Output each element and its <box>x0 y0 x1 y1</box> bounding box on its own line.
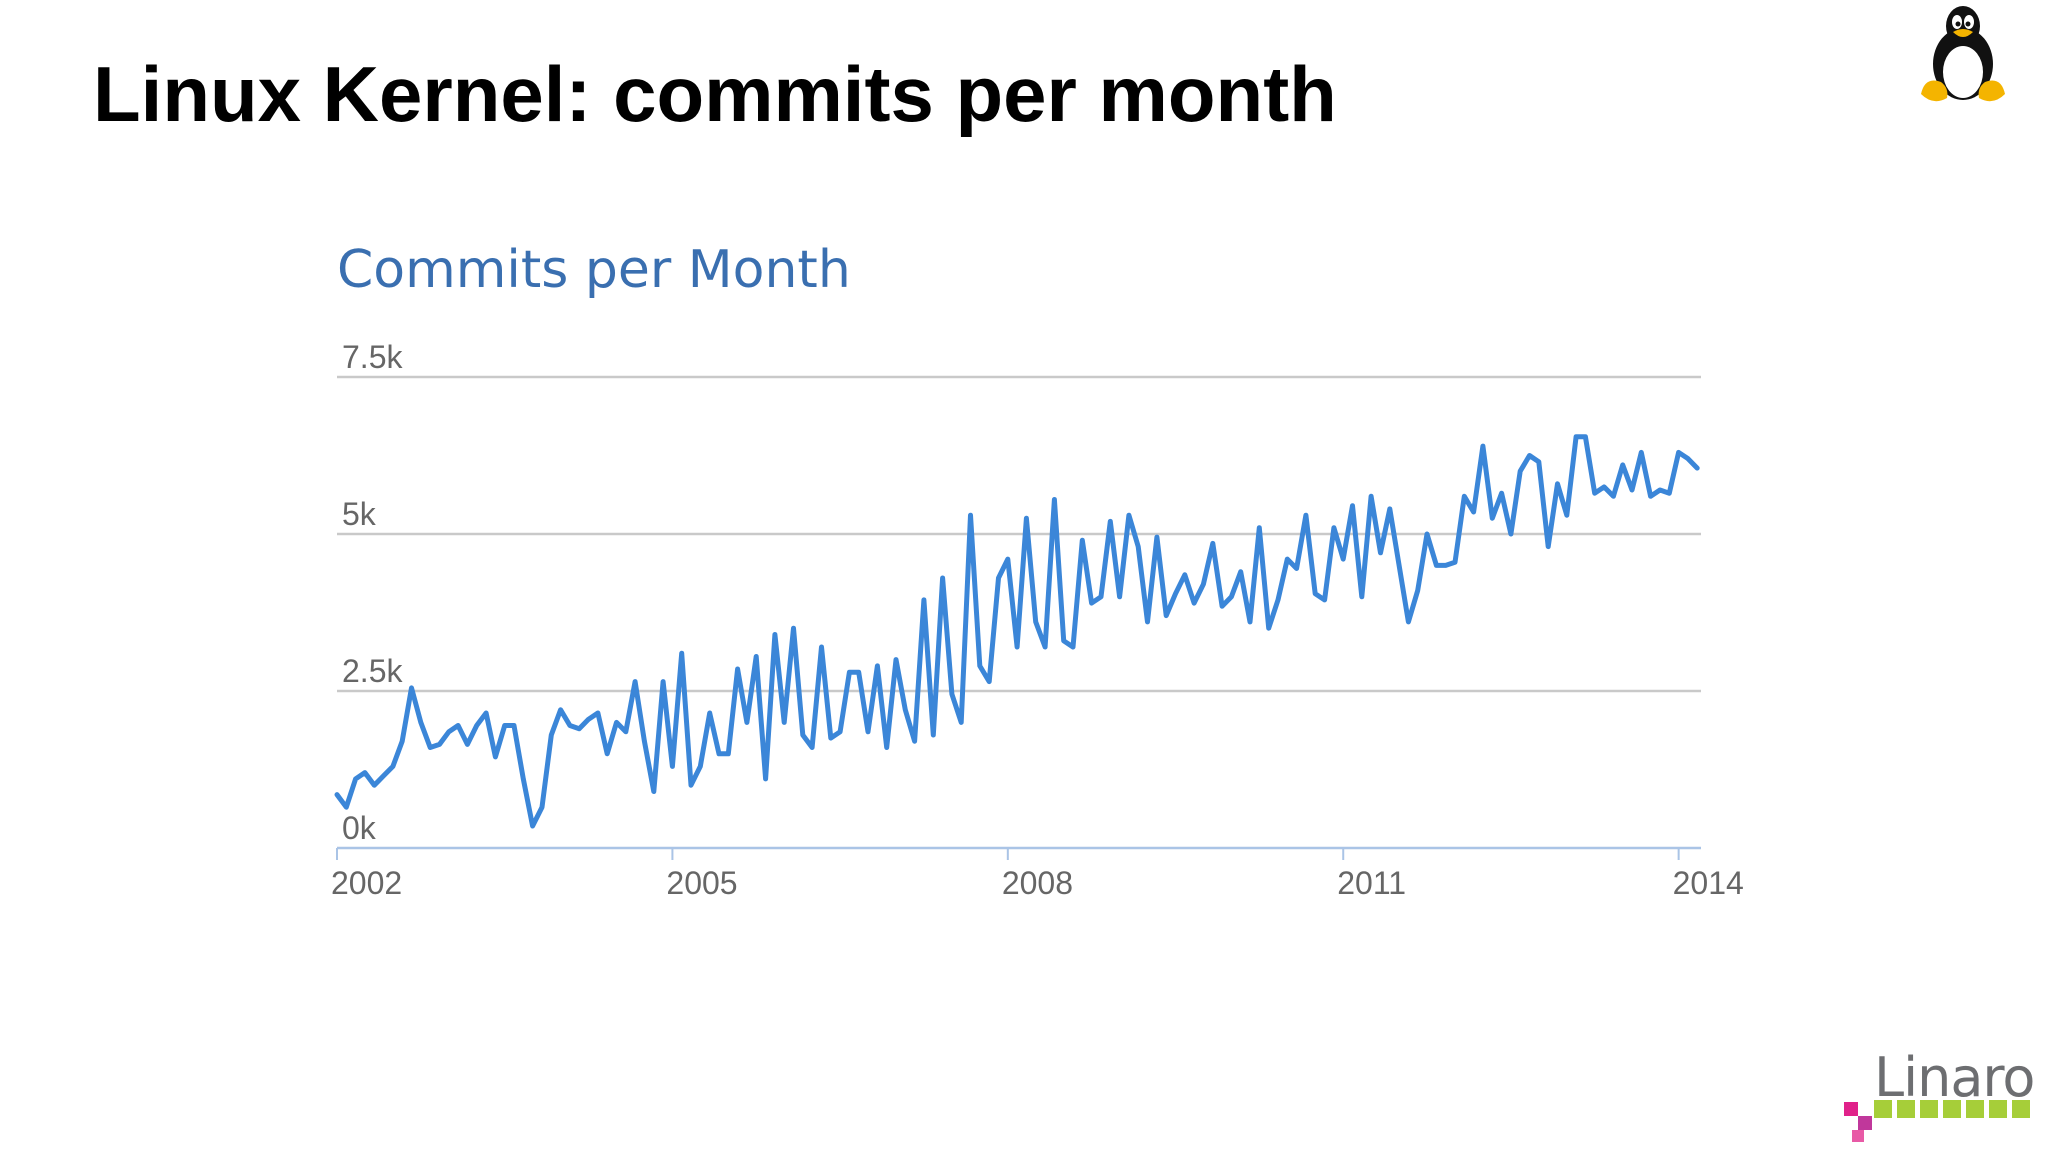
tux-penguin-icon <box>1921 6 2005 102</box>
series-layer <box>334 434 1700 829</box>
series-line <box>334 434 1700 829</box>
logo-square <box>1943 1100 1961 1118</box>
y-tick-label: 7.5k <box>342 339 403 375</box>
linaro-logo-icon <box>1844 1100 2030 1142</box>
logo-square <box>1989 1100 2007 1118</box>
x-tick-label: 2005 <box>666 865 737 901</box>
logo-square <box>1920 1100 1938 1118</box>
linaro-logo-text: Linaro <box>1874 1046 2035 1109</box>
chart-title: Commits per Month <box>337 240 851 300</box>
logo-square <box>2012 1100 2030 1118</box>
logo-square <box>1858 1116 1872 1130</box>
x-tick-labels: 2002 2005 2008 2011 2014 <box>331 848 1744 901</box>
logo-square <box>1966 1100 1984 1118</box>
logo-square <box>1874 1100 1892 1118</box>
y-tick-label: 0k <box>342 810 377 846</box>
logo-square <box>1852 1130 1864 1142</box>
logo-square <box>1897 1100 1915 1118</box>
x-tick-label: 2002 <box>331 865 402 901</box>
x-tick-label: 2014 <box>1673 865 1744 901</box>
x-tick-label: 2011 <box>1337 865 1406 901</box>
x-tick-label: 2008 <box>1002 865 1073 901</box>
y-tick-label: 2.5k <box>342 653 403 689</box>
y-tick-label: 5k <box>342 496 377 532</box>
slide-title: Linux Kernel: commits per month <box>93 50 1337 138</box>
gridlines <box>337 375 1701 693</box>
logo-square <box>1844 1102 1858 1116</box>
y-tick-labels: 0k 2.5k 5k 7.5k <box>342 339 403 846</box>
